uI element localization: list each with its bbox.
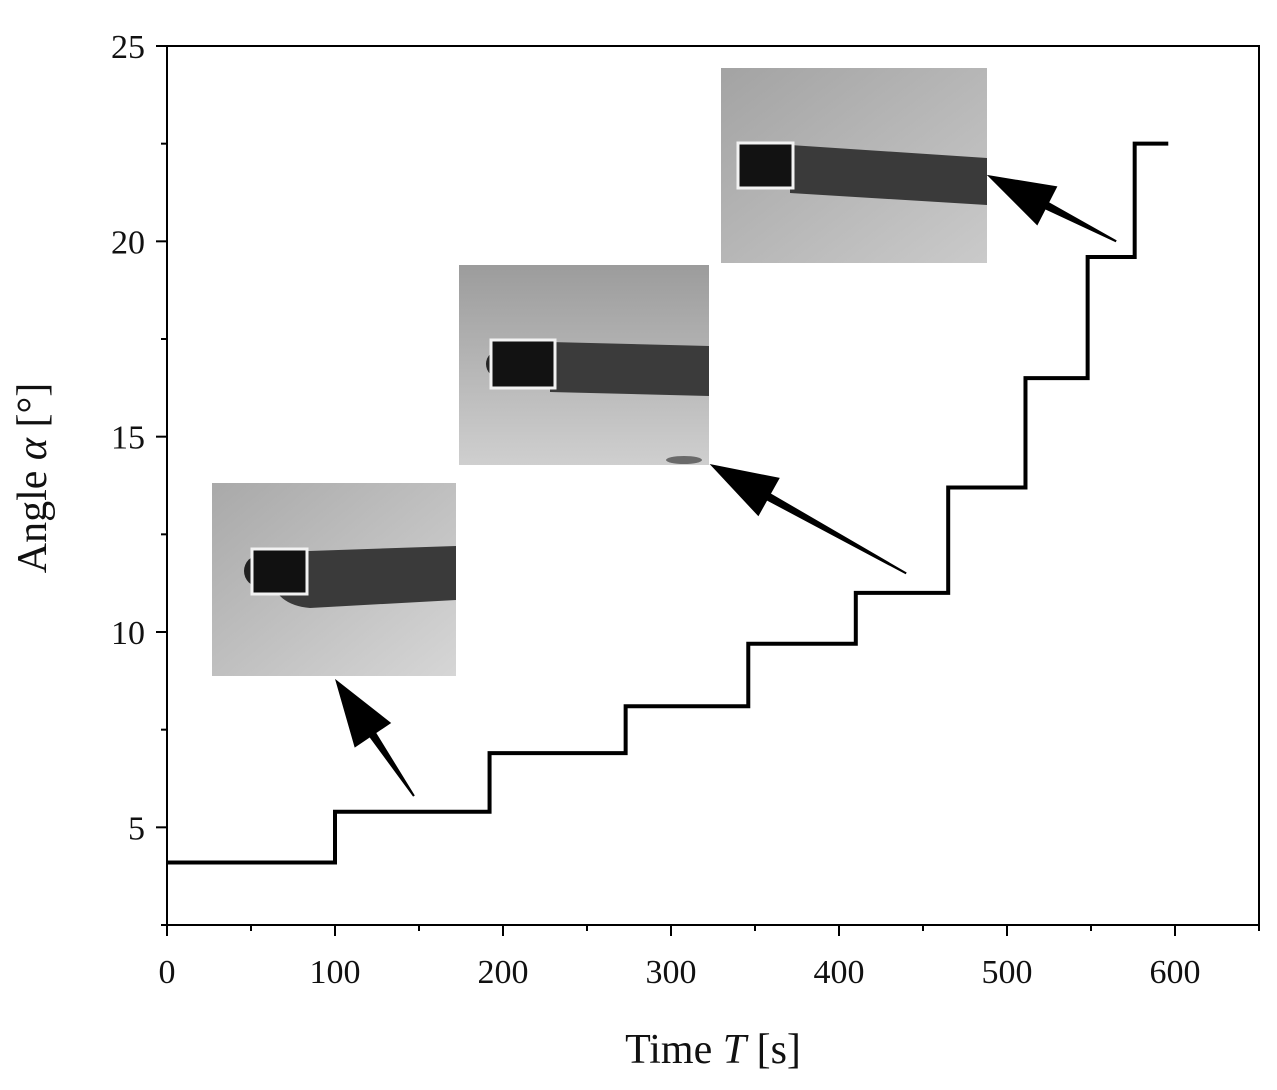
axis-tick-labels: 0 100 200 300 400 500 600 5 10 15 20 25 [111,29,1201,991]
y-axis-label: Angle α [°] [10,383,56,573]
y-tick-label: 15 [111,420,145,457]
x-tick-label: 400 [814,954,865,991]
x-tick-label: 100 [310,954,361,991]
x-tick-label: 0 [159,954,176,991]
x-tick-label: 200 [478,954,529,991]
x-tick-label: 300 [646,954,697,991]
inset-photo-1 [212,483,456,676]
plot-frame [166,45,1260,926]
y-tick-label: 20 [111,224,145,261]
y-tick-label: 25 [111,29,145,66]
arrow-to-inset-photo-1 [335,678,415,797]
y-tick-label: 10 [111,615,145,652]
axis-ticks [156,45,1260,936]
x-tick-label: 500 [982,954,1033,991]
arrow-to-inset-photo-3 [986,174,1117,243]
inset-photo-2 [459,265,709,465]
y-tick-label: 5 [128,810,145,847]
x-axis-label: Time T [s] [625,1027,801,1073]
x-tick-label: 600 [1150,954,1201,991]
step-series-line [167,141,1169,865]
inset-arrows [335,174,1117,797]
inset-photo-3 [721,68,987,263]
arrow-to-inset-photo-2 [709,464,907,575]
